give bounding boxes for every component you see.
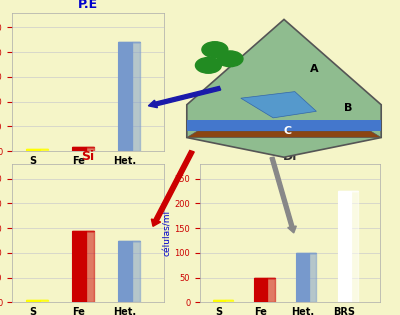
Bar: [26, 149, 40, 151]
Polygon shape: [187, 121, 381, 131]
Circle shape: [217, 51, 243, 67]
Polygon shape: [86, 231, 94, 302]
Bar: [72, 147, 86, 151]
Title: P.E: P.E: [78, 0, 98, 11]
Bar: [212, 300, 225, 302]
Text: A: A: [310, 64, 318, 74]
Polygon shape: [187, 20, 381, 157]
Polygon shape: [40, 300, 48, 302]
Title: Si: Si: [82, 150, 94, 163]
Title: Di: Di: [283, 150, 297, 163]
Bar: [338, 191, 351, 302]
Bar: [254, 278, 267, 302]
Bar: [296, 253, 309, 302]
Polygon shape: [351, 191, 358, 302]
Polygon shape: [309, 253, 316, 302]
Polygon shape: [267, 278, 274, 302]
Polygon shape: [86, 147, 94, 151]
Text: B: B: [344, 103, 353, 113]
Polygon shape: [225, 300, 233, 302]
Polygon shape: [132, 42, 140, 151]
Bar: [118, 241, 132, 302]
Polygon shape: [187, 131, 381, 138]
Polygon shape: [241, 92, 316, 118]
Circle shape: [196, 57, 221, 73]
Polygon shape: [132, 241, 140, 302]
Bar: [72, 231, 86, 302]
Polygon shape: [40, 149, 48, 151]
Text: C: C: [284, 126, 292, 136]
Bar: [118, 42, 132, 151]
Circle shape: [202, 42, 228, 57]
Y-axis label: células/ml: células/ml: [163, 210, 172, 256]
Bar: [26, 300, 40, 302]
